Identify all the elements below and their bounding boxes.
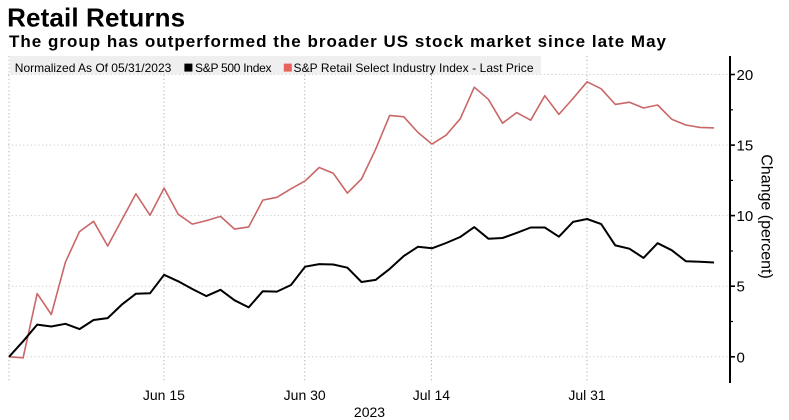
- svg-text:10: 10: [737, 208, 754, 225]
- svg-text:2023: 2023: [354, 404, 385, 420]
- svg-text:S&P Retail Select Industry Ind: S&P Retail Select Industry Index - Last …: [294, 61, 534, 75]
- svg-text:Change (percent): Change (percent): [758, 154, 775, 279]
- svg-text:Jun 30: Jun 30: [284, 387, 326, 403]
- svg-text:Jul 31: Jul 31: [568, 387, 606, 403]
- svg-text:Retail Returns: Retail Returns: [7, 3, 185, 33]
- svg-text:Normalized As Of 05/31/2023: Normalized As Of 05/31/2023: [15, 61, 172, 75]
- svg-text:Jul 14: Jul 14: [413, 387, 451, 403]
- svg-text:The group has outperformed the: The group has outperformed the broader U…: [9, 32, 667, 51]
- svg-text:S&P 500 Index: S&P 500 Index: [195, 61, 272, 75]
- svg-text:20: 20: [737, 67, 754, 84]
- svg-text:0: 0: [737, 349, 745, 366]
- svg-text:15: 15: [737, 138, 754, 155]
- svg-text:5: 5: [737, 279, 745, 296]
- svg-text:Jun 15: Jun 15: [143, 387, 185, 403]
